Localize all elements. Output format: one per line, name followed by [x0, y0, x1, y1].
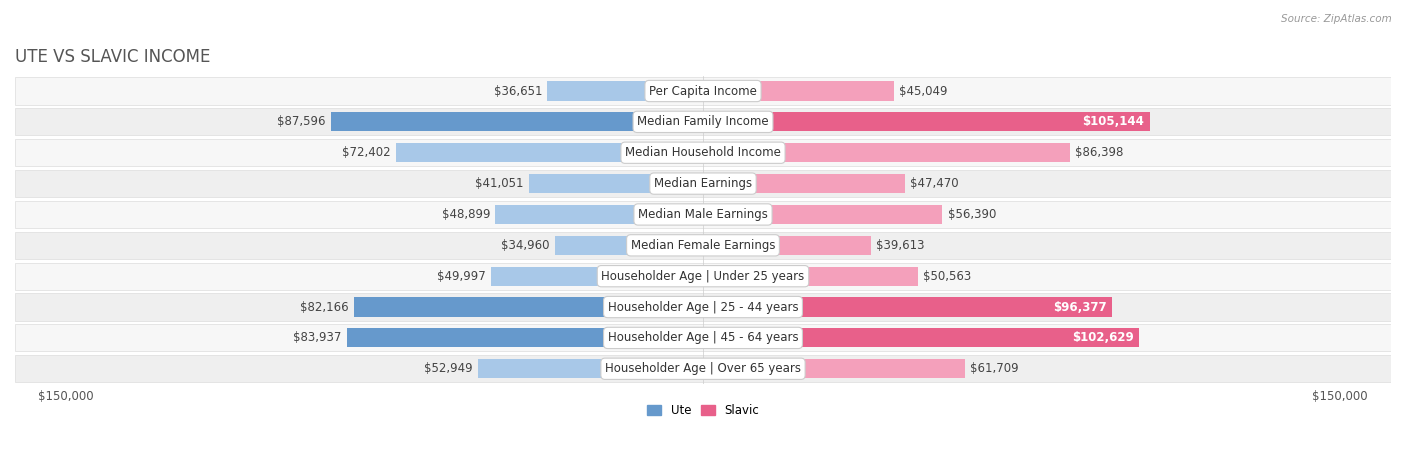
Text: Median Earnings: Median Earnings [654, 177, 752, 190]
Bar [478, 359, 703, 378]
Bar [15, 262, 1391, 290]
Text: $52,949: $52,949 [425, 362, 472, 375]
Text: $87,596: $87,596 [277, 115, 326, 128]
Text: $48,899: $48,899 [441, 208, 491, 221]
Text: $86,398: $86,398 [1076, 146, 1123, 159]
Text: Householder Age | Under 25 years: Householder Age | Under 25 years [602, 269, 804, 283]
Text: $83,937: $83,937 [292, 332, 342, 345]
Text: $56,390: $56,390 [948, 208, 995, 221]
Bar [703, 205, 942, 224]
Legend: Ute, Slavic: Ute, Slavic [643, 399, 763, 422]
Text: $49,997: $49,997 [437, 269, 485, 283]
Bar [554, 236, 703, 255]
Text: UTE VS SLAVIC INCOME: UTE VS SLAVIC INCOME [15, 48, 211, 66]
Bar [15, 139, 1391, 166]
Bar [395, 143, 703, 163]
Text: $72,402: $72,402 [342, 146, 391, 159]
Bar [703, 297, 1112, 317]
Bar [703, 236, 872, 255]
Text: Householder Age | 25 - 44 years: Householder Age | 25 - 44 years [607, 301, 799, 313]
Bar [529, 174, 703, 193]
Bar [354, 297, 703, 317]
Bar [703, 174, 904, 193]
Bar [346, 328, 703, 347]
Text: $102,629: $102,629 [1071, 332, 1133, 345]
Bar [703, 143, 1070, 163]
Bar [15, 78, 1391, 105]
Text: Median Family Income: Median Family Income [637, 115, 769, 128]
Bar [15, 293, 1391, 321]
Bar [15, 325, 1391, 352]
Bar [703, 81, 894, 100]
Text: Householder Age | 45 - 64 years: Householder Age | 45 - 64 years [607, 332, 799, 345]
Bar [495, 205, 703, 224]
Text: $47,470: $47,470 [910, 177, 959, 190]
Bar [15, 355, 1391, 382]
Bar [703, 267, 918, 286]
Text: Per Capita Income: Per Capita Income [650, 85, 756, 98]
Text: Median Male Earnings: Median Male Earnings [638, 208, 768, 221]
Bar [15, 108, 1391, 135]
Bar [703, 359, 965, 378]
Bar [491, 267, 703, 286]
Text: $45,049: $45,049 [900, 85, 948, 98]
Bar [703, 328, 1139, 347]
Text: $61,709: $61,709 [970, 362, 1019, 375]
Bar [547, 81, 703, 100]
Text: $39,613: $39,613 [876, 239, 925, 252]
Text: $105,144: $105,144 [1083, 115, 1144, 128]
Text: Median Household Income: Median Household Income [626, 146, 780, 159]
Text: $82,166: $82,166 [301, 301, 349, 313]
Text: $36,651: $36,651 [494, 85, 543, 98]
Bar [15, 201, 1391, 228]
Text: $34,960: $34,960 [501, 239, 550, 252]
Text: $96,377: $96,377 [1053, 301, 1107, 313]
Bar [15, 232, 1391, 259]
Text: Source: ZipAtlas.com: Source: ZipAtlas.com [1281, 14, 1392, 24]
Bar [703, 112, 1150, 131]
Text: $50,563: $50,563 [922, 269, 972, 283]
Text: $41,051: $41,051 [475, 177, 523, 190]
Bar [15, 170, 1391, 197]
Text: Median Female Earnings: Median Female Earnings [631, 239, 775, 252]
Bar [330, 112, 703, 131]
Text: Householder Age | Over 65 years: Householder Age | Over 65 years [605, 362, 801, 375]
